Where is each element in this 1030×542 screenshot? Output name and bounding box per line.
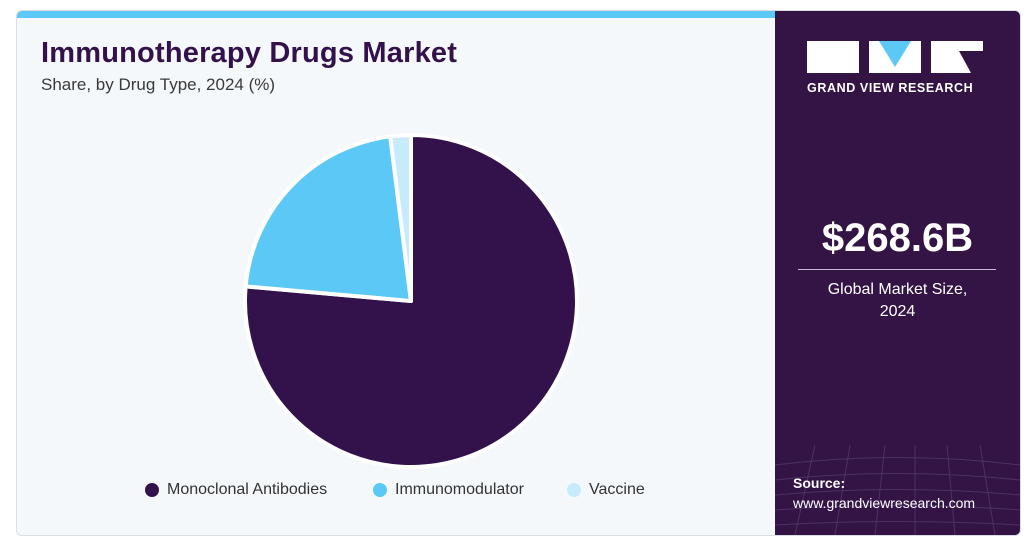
legend-swatch [145, 483, 159, 497]
grid-decoration [775, 444, 1020, 535]
chart-legend: Monoclonal Antibodies Immunomodulator Vacc… [17, 481, 775, 505]
market-size-value: $268.6B [821, 216, 974, 260]
legend-swatch [373, 483, 387, 497]
market-summary-panel: GRAND VIEW RESEARCH $268.6B Global Marke… [775, 11, 1020, 535]
chart-title: Immunotherapy Drugs Market [41, 37, 458, 69]
pie-slice-vaccine [388, 133, 413, 303]
infographic-card: Immunotherapy Drugs Market Share, by Dru… [16, 10, 1021, 536]
pie-slice-immunomodulator [243, 134, 413, 303]
pie-chart [243, 133, 579, 469]
logo-mark-center [869, 41, 921, 73]
legend-label: Vaccine [589, 481, 645, 498]
legend-label: Immunomodulator [395, 481, 524, 498]
divider [798, 269, 996, 270]
chart-panel: Immunotherapy Drugs Market Share, by Dru… [17, 11, 775, 535]
source-url[interactable]: www.grandviewresearch.com [793, 495, 976, 511]
source-label: Source: [793, 475, 846, 491]
logo-mark-right [931, 41, 983, 73]
legend-item-immunomodulator: Immunomodulator [373, 481, 524, 499]
top-accent-bar [17, 11, 775, 18]
legend-item-monoclonal-antibodies: Monoclonal Antibodies [145, 481, 327, 499]
market-size-label-line1: Global Market Size, [827, 281, 968, 298]
legend-label: Monoclonal Antibodies [167, 481, 328, 498]
market-size-label: Global Market Size, 2024 [795, 279, 1000, 323]
legend-swatch [567, 483, 581, 497]
pie-slice-monoclonal-antibodies [243, 133, 579, 469]
market-size-label-line2: 2024 [879, 303, 916, 320]
chart-subtitle: Share, by Drug Type, 2024 (%) [41, 75, 276, 94]
brand-name: GRAND VIEW RESEARCH [807, 81, 974, 95]
legend-item-vaccine: Vaccine [567, 481, 645, 499]
logo-mark-left [807, 41, 859, 73]
brand-logo: GRAND VIEW RESEARCH [807, 41, 989, 101]
